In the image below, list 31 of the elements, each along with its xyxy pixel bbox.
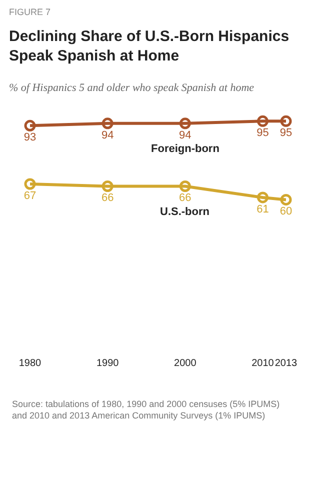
point bbox=[179, 180, 191, 192]
point bbox=[280, 194, 292, 206]
data-label: 61 bbox=[256, 203, 269, 216]
point bbox=[256, 115, 268, 127]
caption: FIGURE 7 bbox=[9, 7, 51, 17]
data-label: 93 bbox=[24, 132, 36, 144]
data-label: 94 bbox=[179, 129, 192, 142]
series-label: U.S.-born bbox=[160, 206, 210, 218]
data-label: 94 bbox=[101, 129, 114, 142]
x-tick-label: 2010 bbox=[252, 358, 274, 369]
point bbox=[102, 118, 114, 130]
x-tick-label: 2013 bbox=[274, 358, 298, 369]
data-label: 66 bbox=[101, 192, 114, 204]
point bbox=[102, 180, 114, 192]
x-tick-label: 1980 bbox=[18, 358, 42, 369]
data-label: 67 bbox=[24, 190, 36, 202]
series-label: Foreign-born bbox=[151, 143, 220, 155]
chart-title: Declining Share of U.S.-Born Hispanics Speak Spanish at Home bbox=[9, 28, 290, 64]
data-label: 60 bbox=[280, 206, 292, 218]
point bbox=[179, 118, 191, 130]
point bbox=[280, 115, 292, 127]
point bbox=[24, 120, 36, 132]
data-label: 95 bbox=[280, 127, 292, 140]
point bbox=[24, 178, 36, 190]
chart-subtitle: % of Hispanics 5 and older who speak Spanish at home bbox=[9, 82, 254, 94]
data-label: 95 bbox=[256, 127, 269, 140]
data-label: 66 bbox=[179, 192, 192, 204]
x-tick-label: 1990 bbox=[96, 358, 120, 369]
point bbox=[256, 192, 268, 204]
x-tick-label: 2000 bbox=[174, 358, 197, 369]
source-note: Source: tabulations of 1980, 1990 and 2000 censuses (5% IPUMS) and 2010 and 2013 American Community Surveys (1% IPUMS) bbox=[12, 399, 280, 421]
